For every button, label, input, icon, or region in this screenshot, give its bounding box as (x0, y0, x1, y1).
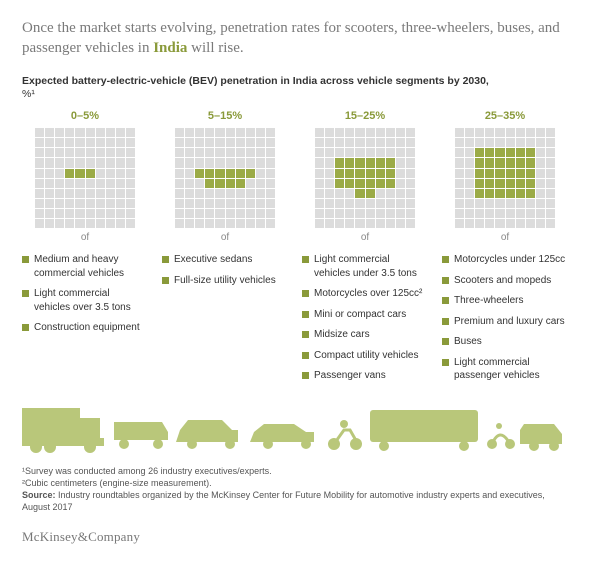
list-item: Three-wheelers (442, 294, 568, 308)
footnote-1: ¹Survey was conducted among 26 industry … (22, 465, 568, 477)
waffle-grid (455, 128, 555, 228)
of-label: of (162, 232, 288, 243)
segment-column: 25–35% of Motorcycles under 125cc Scooters … (442, 110, 568, 390)
source-label: Source: (22, 490, 56, 500)
range-label: 25–35% (442, 110, 568, 122)
headline-country: India (153, 40, 187, 56)
list-item: Scooters and mopeds (442, 274, 568, 288)
list-item: Premium and luxury cars (442, 315, 568, 329)
waffle-grid (175, 128, 275, 228)
segment-list: Executive sedans Full-size utility vehicl… (162, 253, 288, 287)
subhead: Expected battery-electric-vehicle (BEV) … (22, 75, 568, 89)
of-label: of (22, 232, 148, 243)
list-item: Full-size utility vehicles (162, 274, 288, 288)
headline: Once the market starts evolving, penetra… (22, 18, 568, 59)
vehicle-silhouettes (22, 400, 568, 455)
list-item: Construction equipment (22, 321, 148, 335)
range-label: 5–15% (162, 110, 288, 122)
list-item: Passenger vans (302, 369, 428, 383)
list-item: Light commercial vehicles under 3.5 tons (302, 253, 428, 280)
list-item: Compact utility vehicles (302, 349, 428, 363)
list-item: Medium and heavy commercial vehicles (22, 253, 148, 280)
footnote-2: ²Cubic centimeters (engine-size measurem… (22, 477, 568, 489)
range-label: 0–5% (22, 110, 148, 122)
segment-list: Motorcycles under 125cc Scooters and mope… (442, 253, 568, 383)
waffle-grid (315, 128, 415, 228)
segment-column: 5–15% of Executive sedans Full-size utility… (162, 110, 288, 390)
subunit: %¹ (22, 88, 568, 100)
mckinsey-logo: McKinsey&Company (22, 529, 568, 545)
list-item: Motorcycles over 125cc² (302, 287, 428, 301)
footnotes: ¹Survey was conducted among 26 industry … (22, 465, 568, 514)
source-text: Industry roundtables organized by the Mc… (22, 490, 545, 512)
of-label: of (442, 232, 568, 243)
headline-pre: Once the market starts evolving, penetra… (22, 20, 560, 56)
segment-column: 15–25% of Light commercial vehicles under … (302, 110, 428, 390)
list-item: Executive sedans (162, 253, 288, 267)
list-item: Light commercial vehicles over 3.5 tons (22, 287, 148, 314)
segment-list: Light commercial vehicles under 3.5 tons… (302, 253, 428, 383)
list-item: Buses (442, 335, 568, 349)
list-item: Light commercial passenger vehicles (442, 356, 568, 383)
headline-post: will rise. (187, 40, 243, 56)
segment-column: 0–5% of Medium and heavy commercial vehicl… (22, 110, 148, 390)
list-item: Midsize cars (302, 328, 428, 342)
list-item: Motorcycles under 125cc (442, 253, 568, 267)
waffle-grid (35, 128, 135, 228)
columns-container: 0–5% of Medium and heavy commercial vehicl… (22, 110, 568, 390)
source-line: Source: Industry roundtables organized b… (22, 489, 568, 513)
list-item: Mini or compact cars (302, 308, 428, 322)
of-label: of (302, 232, 428, 243)
segment-list: Medium and heavy commercial vehicles Ligh… (22, 253, 148, 335)
range-label: 15–25% (302, 110, 428, 122)
